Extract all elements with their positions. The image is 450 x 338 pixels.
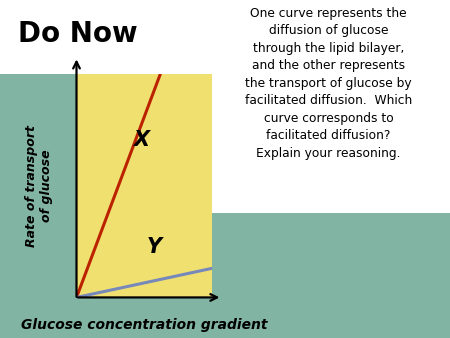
Text: Do Now: Do Now bbox=[18, 20, 138, 48]
Text: Rate of transport
of glucose: Rate of transport of glucose bbox=[25, 125, 53, 247]
Text: One curve represents the
diffusion of glucose
through the lipid bilayer,
and the: One curve represents the diffusion of gl… bbox=[245, 7, 412, 160]
Text: Y: Y bbox=[147, 237, 162, 257]
Text: X: X bbox=[133, 130, 149, 150]
Text: Glucose concentration gradient: Glucose concentration gradient bbox=[21, 317, 267, 332]
